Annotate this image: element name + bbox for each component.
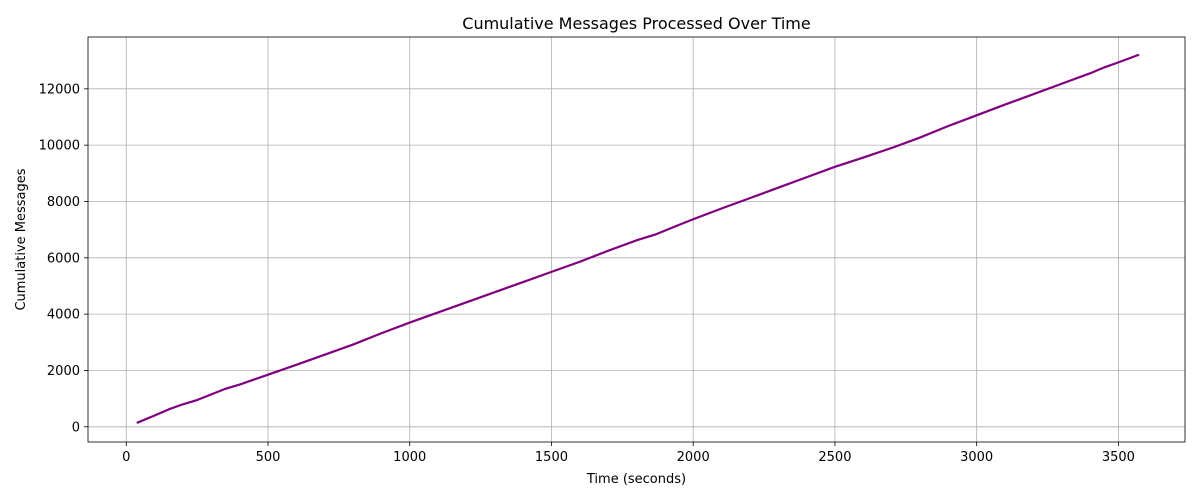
y-tick-label: 6000 xyxy=(47,251,80,266)
y-tick-label: 8000 xyxy=(47,195,80,210)
x-tick-label: 500 xyxy=(256,450,281,465)
x-tick-label: 3500 xyxy=(1102,450,1135,465)
x-tick-label: 0 xyxy=(122,450,130,465)
x-axis-label: Time (seconds) xyxy=(586,472,686,487)
x-tick-label: 2500 xyxy=(818,450,851,465)
x-tick-label: 3000 xyxy=(960,450,993,465)
ticks: 0 500 1000 1500 2000 2500 3000 3500 0 2000 4000 600… xyxy=(39,82,1135,465)
x-tick-label: 1000 xyxy=(393,450,426,465)
grid xyxy=(88,37,1185,442)
y-tick-label: 12000 xyxy=(39,82,80,97)
y-tick-label: 4000 xyxy=(47,308,80,323)
axes-frame xyxy=(87,36,1186,443)
y-tick-label: 2000 xyxy=(47,364,80,379)
y-tick-label: 10000 xyxy=(39,139,80,154)
y-tick-label: 0 xyxy=(72,420,80,435)
x-tick-label: 2000 xyxy=(677,450,710,465)
series-layer xyxy=(136,53,1140,424)
chart-title: Cumulative Messages Processed Over Time xyxy=(462,14,810,33)
series-line xyxy=(136,53,1140,424)
x-tick-label: 1500 xyxy=(535,450,568,465)
y-axis-label: Cumulative Messages xyxy=(14,168,29,310)
